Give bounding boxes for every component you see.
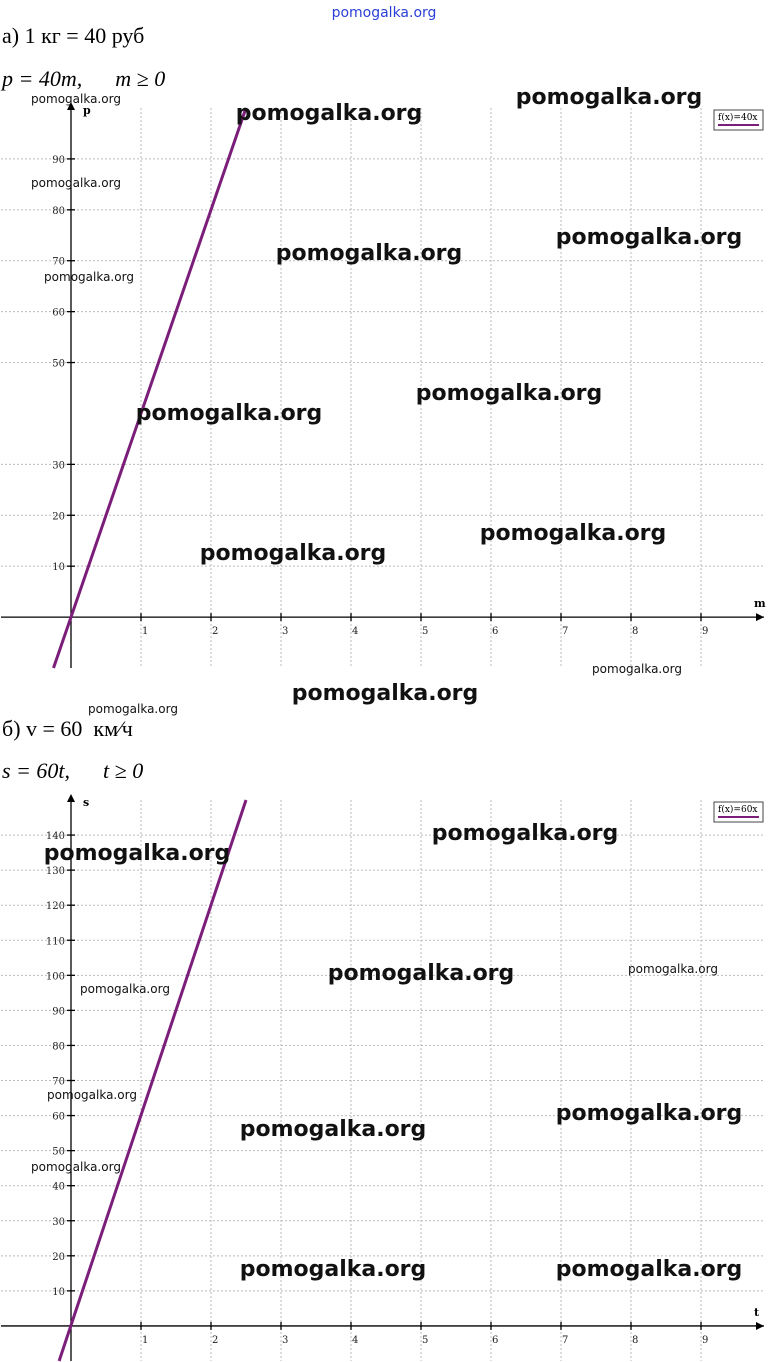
x-tick-label: 1 (142, 1335, 148, 1346)
x-tick-label: 6 (492, 626, 498, 637)
y-tick-label: 40 (52, 1182, 65, 1193)
y-tick-label: 60 (52, 1112, 65, 1123)
y-tick-label: 10 (52, 562, 65, 573)
watermark: pomogalka.org (628, 962, 718, 976)
y-tick-label: 30 (52, 460, 65, 471)
watermark: pomogalka.org (416, 381, 603, 406)
y-arrow (67, 102, 75, 110)
x-tick-label: 6 (492, 1335, 498, 1346)
watermark: pomogalka.org (240, 1257, 427, 1282)
y-tick-label: 90 (52, 1006, 65, 1017)
x-tick-label: 9 (702, 1335, 708, 1346)
heading: б) v = 60 км⁄ч (2, 716, 133, 741)
x-tick-label: 5 (422, 1335, 428, 1346)
x-tick-label: 3 (282, 626, 288, 637)
y-tick-label: 110 (46, 936, 65, 947)
formula: s = 60t, t ≥ 0 (2, 758, 143, 783)
watermark: pomogalka.org (236, 101, 423, 126)
watermark: pomogalka.org (47, 1088, 137, 1102)
y-tick-label: 120 (46, 901, 65, 912)
data-line (57, 799, 248, 1362)
watermark: pomogalka.org (480, 521, 667, 546)
heading: а) 1 кг = 40 руб (2, 23, 144, 48)
x-tick-label: 4 (352, 626, 358, 637)
watermark: pomogalka.org (31, 176, 121, 190)
y-axis-label: s (83, 796, 89, 809)
watermark: pomogalka.org (556, 1101, 743, 1126)
y-axis-label: p (83, 104, 91, 117)
y-tick-label: 20 (52, 511, 65, 522)
y-tick-label: 60 (52, 308, 65, 319)
y-tick-label: 20 (52, 1252, 65, 1263)
x-tick-label: 4 (352, 1335, 358, 1346)
watermark: pomogalka.org (240, 1117, 427, 1142)
watermark: pomogalka.org (200, 541, 387, 566)
x-tick-label: 2 (212, 626, 218, 637)
x-tick-label: 1 (142, 626, 148, 637)
data-line (52, 107, 248, 669)
watermark: pomogalka.org (276, 241, 463, 266)
x-tick-label: 2 (212, 1335, 218, 1346)
x-tick-label: 9 (702, 626, 708, 637)
watermark: pomogalka.org (292, 681, 479, 706)
watermark: pomogalka.org (556, 225, 743, 250)
watermark: pomogalka.org (88, 702, 178, 716)
watermark: pomogalka.org (80, 982, 170, 996)
x-arrow (756, 613, 764, 622)
x-tick-label: 7 (562, 626, 568, 637)
watermark: pomogalka.org (328, 961, 515, 986)
watermark: pomogalka.org (44, 841, 231, 866)
x-axis-label: t (754, 1306, 760, 1319)
y-tick-label: 70 (52, 257, 65, 268)
y-arrow (67, 794, 75, 802)
watermark: pomogalka.org (516, 85, 703, 110)
watermark: pomogalka.org (432, 821, 619, 846)
y-tick-label: 80 (52, 206, 65, 217)
x-arrow (756, 1321, 764, 1330)
y-tick-label: 50 (52, 1147, 65, 1158)
legend-label: f(x)=60x (718, 804, 758, 815)
formula: p = 40m, m ≥ 0 (0, 66, 165, 91)
watermark: pomogalka.org (31, 1160, 121, 1174)
x-tick-label: 8 (632, 626, 638, 637)
y-tick-label: 90 (52, 155, 65, 166)
watermark: pomogalka.org (44, 270, 134, 284)
site-mark: pomogalka.org (332, 5, 437, 21)
watermark: pomogalka.org (136, 401, 323, 426)
y-tick-label: 70 (52, 1077, 65, 1088)
y-tick-label: 80 (52, 1041, 65, 1052)
y-tick-label: 50 (52, 359, 65, 370)
watermark: pomogalka.org (556, 1257, 743, 1282)
watermark: pomogalka.org (592, 662, 682, 676)
y-tick-label: 10 (52, 1287, 65, 1298)
x-axis-label: m (754, 597, 766, 610)
y-tick-label: 140 (46, 831, 65, 842)
y-tick-label: 30 (52, 1217, 65, 1228)
legend-label: f(x)=40x (718, 112, 758, 123)
watermark: pomogalka.org (31, 92, 121, 106)
x-tick-label: 3 (282, 1335, 288, 1346)
x-tick-label: 7 (562, 1335, 568, 1346)
x-tick-label: 8 (632, 1335, 638, 1346)
x-tick-label: 5 (422, 626, 428, 637)
y-tick-label: 100 (46, 971, 65, 982)
y-tick-label: 130 (46, 866, 65, 877)
